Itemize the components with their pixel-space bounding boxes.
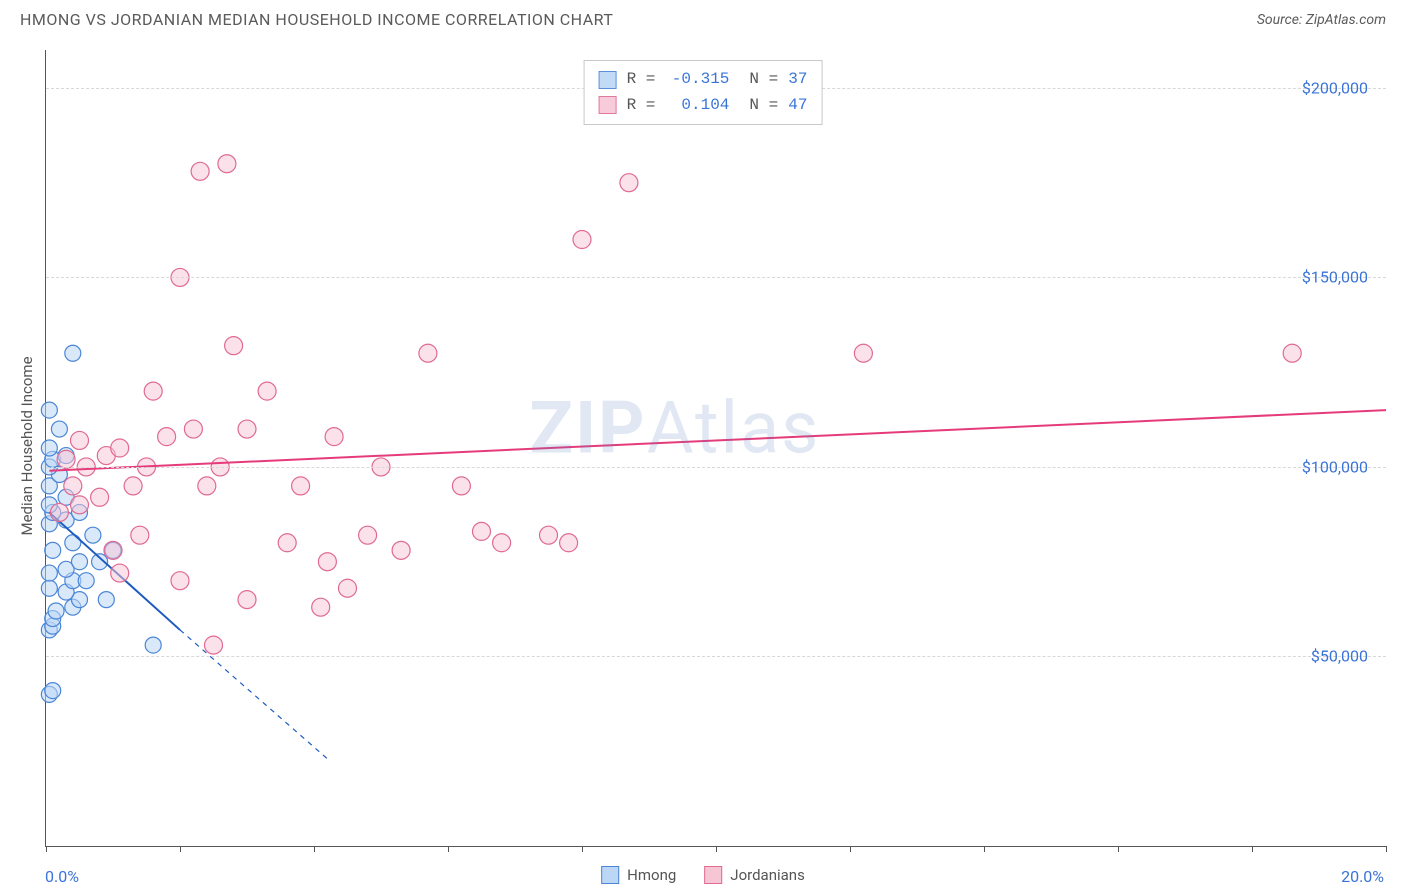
scatter-point — [854, 344, 872, 362]
scatter-point — [184, 420, 202, 438]
scatter-point — [85, 527, 101, 543]
scatter-point — [71, 496, 89, 514]
scatter-point — [51, 421, 67, 437]
x-tick-mark — [1118, 846, 1119, 852]
scatter-point — [198, 477, 216, 495]
scatter-point — [158, 428, 176, 446]
scatter-point — [191, 162, 209, 180]
scatter-point — [312, 598, 330, 616]
scatter-point — [205, 636, 223, 654]
scatter-point — [392, 541, 410, 559]
scatter-point — [48, 603, 64, 619]
scatter-point — [238, 591, 256, 609]
scatter-point — [238, 420, 256, 438]
x-tick-mark — [180, 846, 181, 852]
x-tick-mark — [448, 846, 449, 852]
x-tick-mark — [850, 846, 851, 852]
scatter-point — [493, 534, 511, 552]
scatter-point — [225, 337, 243, 355]
scatter-point — [473, 522, 491, 540]
gridline — [46, 277, 1386, 278]
scatter-point — [65, 535, 81, 551]
scatter-point — [560, 534, 578, 552]
scatter-point — [111, 439, 129, 457]
scatter-point — [78, 573, 94, 589]
scatter-point — [57, 450, 75, 468]
scatter-point — [65, 345, 81, 361]
scatter-point — [339, 579, 357, 597]
scatter-point — [620, 174, 638, 192]
scatter-point — [278, 534, 296, 552]
scatter-point — [419, 344, 437, 362]
x-tick-mark — [314, 846, 315, 852]
regression-line-dashed — [180, 630, 327, 759]
legend-item: Hmong — [601, 866, 676, 884]
scatter-point — [41, 402, 57, 418]
scatter-point — [1283, 344, 1301, 362]
gridline — [46, 656, 1386, 657]
scatter-point — [64, 477, 82, 495]
y-tick-label: $100,000 — [1302, 457, 1368, 476]
regression-line — [49, 410, 1386, 471]
scatter-point — [171, 572, 189, 590]
scatter-point — [41, 440, 57, 456]
y-tick-label: $200,000 — [1302, 78, 1368, 97]
x-tick-mark — [716, 846, 717, 852]
legend-swatch — [704, 866, 722, 884]
scatter-point — [104, 541, 122, 559]
scatter-point — [131, 526, 149, 544]
scatter-point — [218, 155, 236, 173]
y-tick-label: $150,000 — [1302, 268, 1368, 287]
correlation-legend: R =-0.315N =37R =0.104N =47 — [584, 60, 823, 125]
scatter-point — [45, 683, 61, 699]
scatter-point — [124, 477, 142, 495]
scatter-point — [540, 526, 558, 544]
legend-row: R =0.104N =47 — [599, 93, 808, 119]
legend-swatch — [599, 96, 617, 114]
legend-item: Jordanians — [704, 866, 805, 884]
scatter-point — [359, 526, 377, 544]
x-tick-mark — [1252, 846, 1253, 852]
scatter-point — [145, 637, 161, 653]
scatter-point — [41, 580, 57, 596]
legend-swatch — [601, 866, 619, 884]
plot-area: $50,000 $100,000 $150,000 $200,000 — [45, 50, 1386, 847]
x-tick-mark — [46, 846, 47, 852]
scatter-point — [50, 503, 68, 521]
x-axis-max-label: 20.0% — [1341, 867, 1384, 886]
series-legend: Hmong Jordanians — [601, 866, 805, 884]
scatter-point — [91, 488, 109, 506]
scatter-point — [573, 231, 591, 249]
scatter-point — [71, 431, 89, 449]
legend-label: Jordanians — [730, 866, 805, 884]
y-tick-label: $50,000 — [1311, 647, 1368, 666]
x-tick-mark — [984, 846, 985, 852]
scatter-point — [72, 554, 88, 570]
scatter-point — [325, 428, 343, 446]
chart-title: HMONG VS JORDANIAN MEDIAN HOUSEHOLD INCO… — [20, 10, 613, 29]
scatter-point — [98, 592, 114, 608]
gridline — [46, 467, 1386, 468]
source-label: Source: ZipAtlas.com — [1257, 12, 1386, 28]
scatter-point — [144, 382, 162, 400]
x-tick-mark — [1386, 846, 1387, 852]
scatter-point — [318, 553, 336, 571]
legend-label: Hmong — [627, 866, 676, 884]
y-axis-title: Median Household Income — [18, 356, 36, 535]
x-axis-min-label: 0.0% — [45, 867, 79, 886]
scatter-svg — [46, 50, 1386, 846]
scatter-point — [452, 477, 470, 495]
scatter-point — [258, 382, 276, 400]
scatter-point — [292, 477, 310, 495]
scatter-point — [41, 565, 57, 581]
scatter-point — [111, 564, 129, 582]
scatter-point — [45, 542, 61, 558]
legend-swatch — [599, 71, 617, 89]
legend-row: R =-0.315N =37 — [599, 67, 808, 93]
x-tick-mark — [582, 846, 583, 852]
